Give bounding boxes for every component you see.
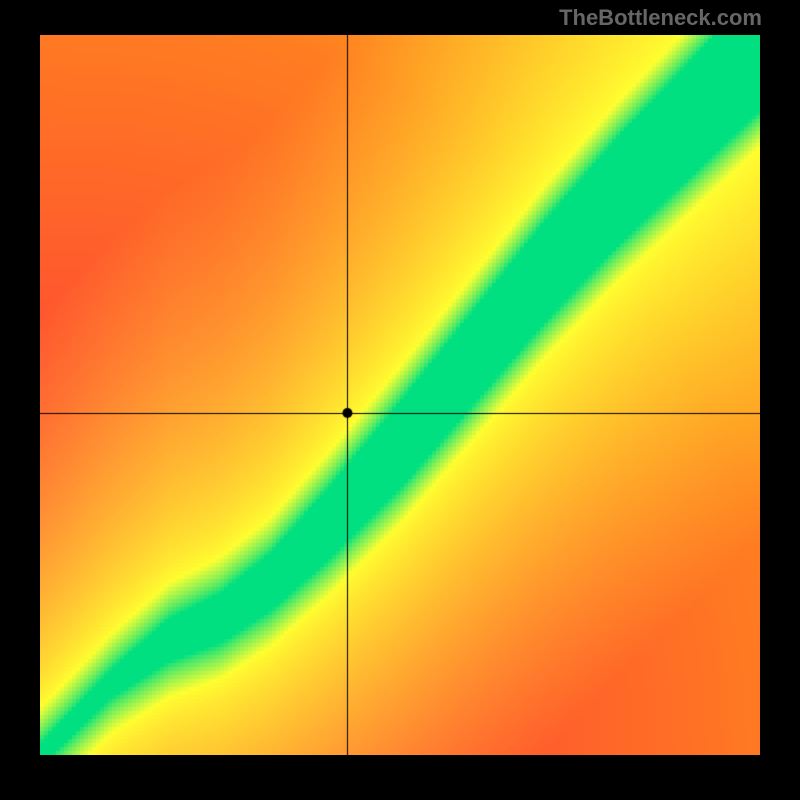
chart-container: TheBottleneck.com (0, 0, 800, 800)
bottleneck-heatmap (40, 35, 760, 755)
watermark-text: TheBottleneck.com (559, 5, 762, 31)
